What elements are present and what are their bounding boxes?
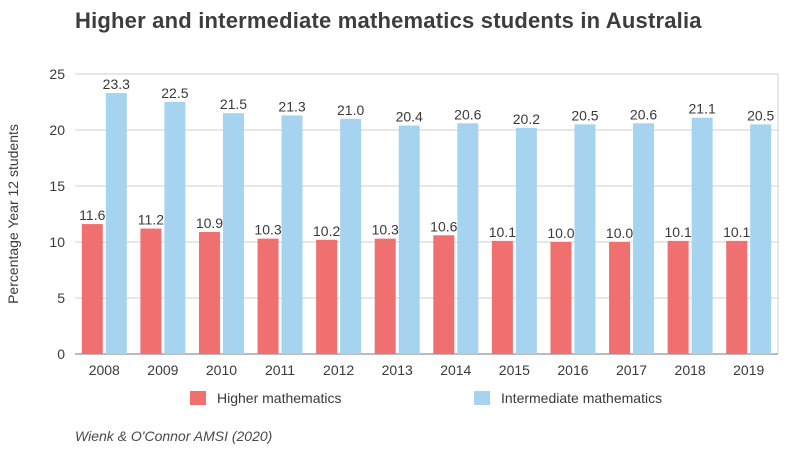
data-label: 11.2	[138, 212, 164, 228]
bar-higher	[316, 239, 338, 354]
bar-higher	[726, 240, 748, 354]
data-label: 21.1	[689, 101, 716, 117]
legend-label-intermediate: Intermediate mathematics	[501, 390, 662, 406]
data-label: 21.3	[278, 98, 305, 114]
data-label: 21.5	[220, 96, 247, 112]
y-tick-label: 10	[49, 234, 65, 250]
bar-higher	[433, 235, 455, 354]
data-label: 10.0	[606, 225, 633, 241]
data-label: 11.6	[79, 207, 105, 223]
bar-higher	[609, 242, 631, 354]
data-label: 20.2	[513, 111, 540, 127]
bar-higher	[140, 228, 162, 354]
data-label: 10.3	[254, 222, 281, 238]
data-label: 20.5	[571, 107, 598, 123]
y-tick-label: 25	[49, 66, 65, 82]
bar-higher	[374, 238, 396, 354]
data-label: 20.6	[630, 106, 657, 122]
x-tick-label: 2017	[616, 362, 647, 378]
x-tick-label: 2016	[557, 362, 588, 378]
chart-title: Higher and intermediate mathematics stud…	[75, 8, 702, 33]
legend-label-higher: Higher mathematics	[217, 390, 342, 406]
y-tick-label: 20	[49, 122, 65, 138]
bar-intermediate	[515, 127, 537, 354]
x-tick-label: 2014	[440, 362, 471, 378]
y-tick-label: 5	[57, 290, 65, 306]
bar-higher	[667, 240, 689, 354]
bar-intermediate	[164, 102, 186, 354]
data-label: 10.6	[430, 218, 457, 234]
y-axis-label: Percentage Year 12 students	[5, 124, 21, 304]
bar-intermediate	[281, 115, 303, 354]
data-label: 10.3	[372, 222, 399, 238]
bar-higher	[491, 240, 513, 354]
bar-higher	[198, 231, 220, 354]
data-label: 10.0	[547, 225, 574, 241]
data-label: 10.2	[313, 223, 340, 239]
bar-intermediate	[457, 123, 479, 354]
bar-intermediate	[222, 113, 244, 354]
data-label: 10.1	[723, 224, 750, 240]
bar-intermediate	[691, 117, 713, 355]
data-label: 20.5	[747, 107, 774, 123]
data-label: 10.1	[665, 224, 692, 240]
y-tick-label: 0	[57, 346, 65, 362]
data-label: 23.3	[103, 76, 130, 92]
x-tick-label: 2008	[89, 362, 120, 378]
data-label: 21.0	[337, 102, 364, 118]
bar-intermediate	[398, 125, 420, 355]
data-label: 20.6	[454, 106, 481, 122]
legend-swatch-intermediate	[474, 391, 490, 405]
bar-intermediate	[105, 93, 127, 354]
x-tick-label: 2015	[499, 362, 530, 378]
x-tick-label: 2012	[323, 362, 354, 378]
data-label: 10.9	[196, 215, 223, 231]
data-label: 10.1	[489, 224, 516, 240]
bar-intermediate	[633, 123, 655, 354]
data-label: 20.4	[396, 109, 423, 125]
x-tick-label: 2013	[382, 362, 413, 378]
x-tick-label: 2011	[265, 362, 295, 378]
bar-intermediate	[574, 124, 596, 355]
bar-intermediate	[750, 124, 772, 355]
bar-higher	[550, 242, 572, 354]
legend-swatch-higher	[190, 391, 206, 405]
bar-higher	[81, 224, 103, 354]
x-tick-label: 2019	[733, 362, 764, 378]
bar-intermediate	[340, 118, 362, 354]
y-tick-label: 15	[49, 178, 65, 194]
bar-higher	[257, 238, 279, 354]
source-note: Wienk & O'Connor AMSI (2020)	[75, 428, 273, 444]
x-tick-label: 2018	[675, 362, 706, 378]
x-tick-label: 2009	[147, 362, 178, 378]
data-label: 22.5	[161, 85, 188, 101]
x-tick-label: 2010	[206, 362, 237, 378]
